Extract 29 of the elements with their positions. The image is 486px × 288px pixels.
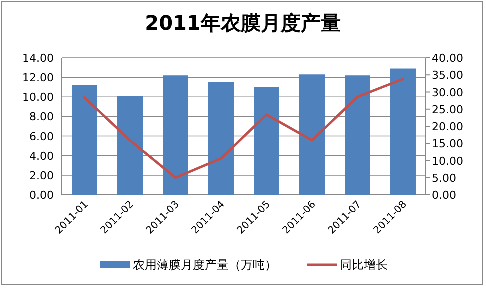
y2-tick-label: 20.00 (432, 120, 464, 134)
y-tick-label: 14.00 (22, 52, 54, 65)
y2-tick-label: 10.00 (432, 154, 464, 168)
y2-tick-label: 0.00 (432, 189, 456, 202)
bar (163, 76, 188, 195)
y-tick-label: 6.00 (30, 130, 54, 144)
y-tick-label: 12.00 (22, 72, 54, 85)
bar (345, 76, 370, 195)
y2-tick-label: 30.00 (432, 86, 464, 100)
y2-tick-label: 40.00 (432, 52, 464, 65)
bar (390, 68, 416, 195)
legend-label: 同比增长 (340, 258, 388, 272)
y2-tick-label: 35.00 (432, 69, 464, 82)
chart-title: 2011年农膜月度产量 (145, 11, 341, 35)
y-tick-label: 0.00 (30, 189, 54, 202)
bar (72, 85, 98, 195)
y-tick-label: 4.00 (30, 150, 54, 163)
y2-tick-label: 25.00 (432, 103, 464, 116)
line-series (84, 78, 404, 180)
bar (254, 87, 280, 195)
y-tick-label: 10.00 (22, 91, 54, 104)
y2-tick-label: 5.00 (432, 172, 456, 185)
bar (118, 96, 143, 195)
y-tick-label: 8.00 (30, 110, 54, 124)
bar (208, 82, 234, 195)
y-tick-label: 2.00 (30, 169, 54, 182)
y2-tick-label: 15.00 (432, 138, 464, 151)
bar (300, 74, 325, 195)
legend-label: 农用薄膜月度产量（万吨） (133, 258, 277, 272)
